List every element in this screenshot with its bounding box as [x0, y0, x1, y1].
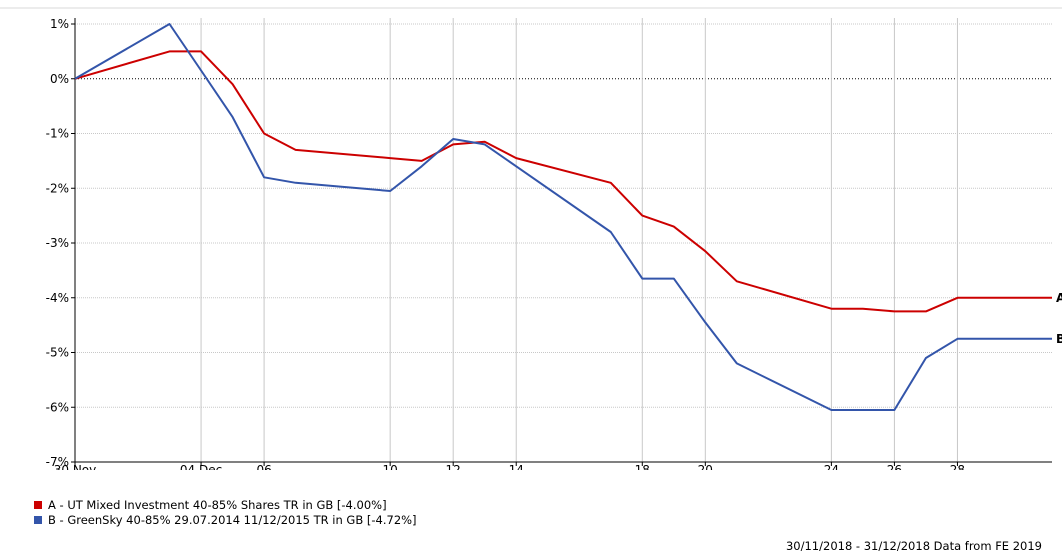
x-tick-label: 14 — [509, 463, 524, 470]
legend-swatch-a — [34, 500, 42, 509]
x-tick-label: 10 — [383, 463, 398, 470]
y-tick-label: -2% — [46, 181, 69, 195]
x-tick-label: 12 — [446, 463, 461, 470]
axes — [0, 7, 1062, 466]
date-range-footer: 30/11/2018 - 31/12/2018 Data from FE 201… — [785, 539, 1042, 553]
legend-item-a: A - UT Mixed Investment 40-85% Shares TR… — [34, 497, 417, 512]
legend-label-a: A - UT Mixed Investment 40-85% Shares TR… — [48, 497, 387, 512]
legend-item-b: B - GreenSky 40-85% 29.07.2014 11/12/201… — [34, 512, 417, 527]
y-tick-label: -3% — [46, 236, 69, 250]
legend-swatch-b — [34, 515, 42, 524]
series-line-b — [74, 23, 1052, 411]
series-end-label-b: B — [1056, 332, 1062, 346]
y-tick-label: 1% — [50, 17, 69, 31]
y-tick-label: -1% — [46, 127, 69, 141]
y-tick-label: -6% — [46, 400, 69, 414]
x-tick-label: 04 Dec — [180, 463, 222, 470]
line-chart: 1% 0% -1% -2% -3% -4% -5% -6% -7%30 Nov 04 Dec 06 1… — [0, 7, 1062, 470]
y-tick-label: -7% — [46, 455, 69, 469]
series-lines — [74, 23, 1052, 411]
legend: A - UT Mixed Investment 40-85% Shares TR… — [34, 497, 417, 527]
tick-labels: 1% 0% -1% -2% -3% -4% -5% -6% -7%30 Nov 04 Dec 06 1… — [46, 17, 1062, 470]
grid-lines — [75, 18, 1052, 463]
x-tick-label: 18 — [635, 463, 650, 470]
series-line-a — [74, 50, 1052, 313]
x-tick-label: 20 — [698, 463, 713, 470]
y-tick-label: -5% — [46, 346, 69, 360]
series-end-label-a: A — [1056, 291, 1062, 305]
x-tick-label: 28 — [950, 463, 965, 470]
x-tick-label: 24 — [824, 463, 839, 470]
x-tick-label: 26 — [887, 463, 902, 470]
legend-label-b: B - GreenSky 40-85% 29.07.2014 11/12/201… — [48, 512, 417, 527]
y-tick-label: 0% — [50, 72, 69, 86]
y-tick-label: -4% — [46, 291, 69, 305]
x-tick-label: 06 — [256, 463, 271, 470]
x-tick-label: 30 Nov — [54, 463, 97, 470]
